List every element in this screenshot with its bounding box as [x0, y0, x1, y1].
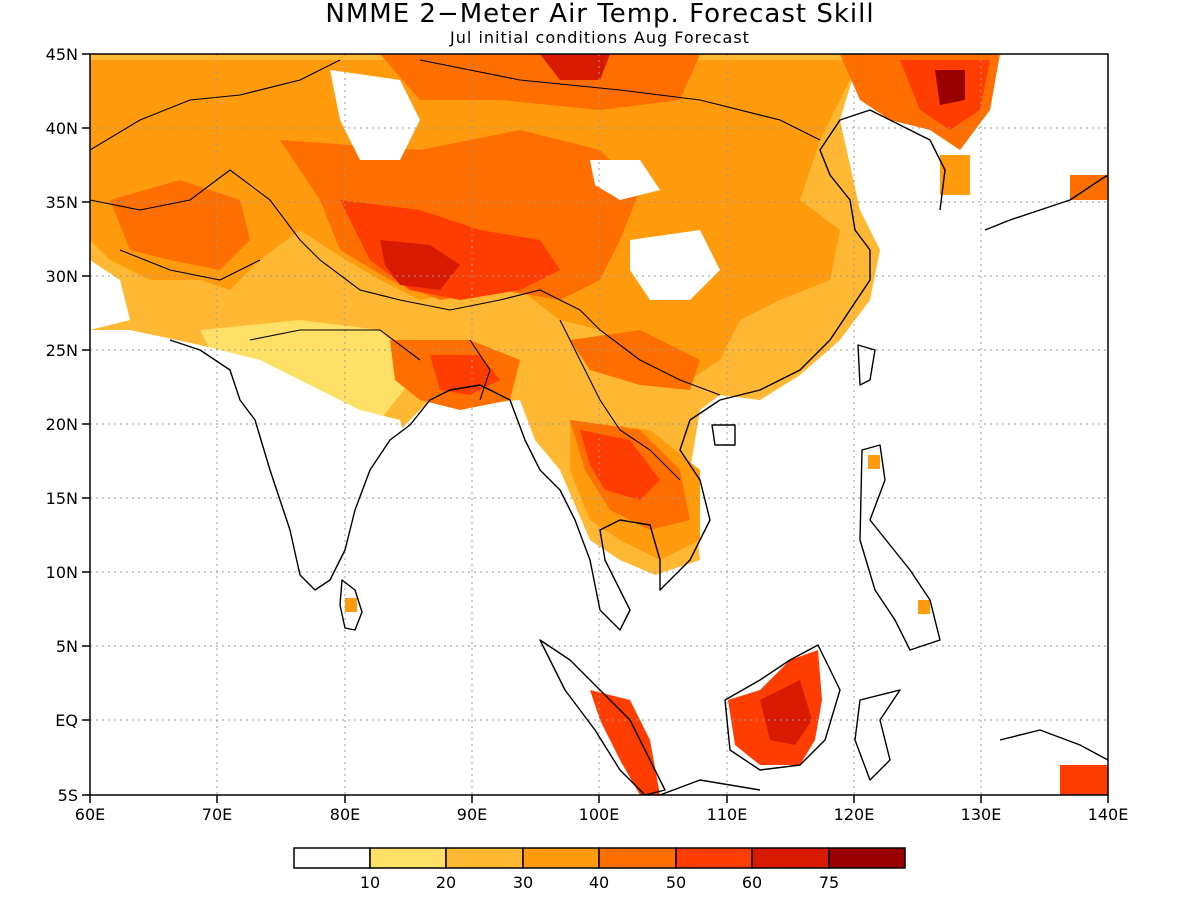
- colorbar: 10 20 30 40 50 60 75: [293, 847, 906, 892]
- lon-tick-label: 140E: [1088, 805, 1129, 824]
- skill-area-level-6-tibet: [380, 240, 460, 290]
- lat-tick-label: 10N: [46, 563, 78, 582]
- lat-tick-label: 25N: [46, 341, 78, 360]
- coastline-sulawesi: [854, 689, 901, 781]
- skill-area-level-4-southchina: [570, 330, 700, 390]
- colorbar-box-5: [675, 847, 753, 869]
- lat-tick-labels: 45N 40N 35N 30N 25N 20N 15N 10N 5N EQ 5S: [46, 45, 78, 805]
- colorbar-label: 30: [513, 873, 533, 892]
- no-skill-central-asia: [330, 70, 420, 160]
- colorbar-label: 60: [742, 873, 762, 892]
- coastline-srilanka: [339, 579, 363, 631]
- skill-area-newguinea: [1060, 765, 1108, 795]
- coastline-japan: [984, 174, 1108, 231]
- lon-tick-label: 80E: [330, 805, 360, 824]
- lon-tick-label: 100E: [579, 805, 620, 824]
- lon-tick-label: 60E: [75, 805, 105, 824]
- skill-area-level-5-bangladesh: [430, 355, 500, 395]
- lat-tick-label: 5N: [56, 637, 78, 656]
- lon-tick-label: 110E: [707, 805, 748, 824]
- no-skill-west: [90, 260, 130, 330]
- coastline-newguinea: [999, 729, 1108, 761]
- no-skill-china-mid: [590, 160, 660, 200]
- colorbar-box-3: [522, 847, 600, 869]
- lat-tick-label: 5S: [58, 786, 78, 805]
- skill-area-luzon: [868, 455, 880, 469]
- colorbar-box-2: [445, 847, 524, 869]
- colorbar-box-1: [369, 847, 447, 869]
- colorbar-box-6: [751, 847, 830, 869]
- lon-tick-labels: 60E 70E 80E 90E 100E 110E 120E 130E 140E: [75, 805, 1129, 824]
- lat-tick-label: 20N: [46, 415, 78, 434]
- graticule: [90, 54, 1108, 795]
- skill-area-level-5-indochina: [580, 430, 660, 500]
- map-title: NMME 2−Meter Air Temp. Forecast Skill: [325, 0, 875, 29]
- colorbar-label: 50: [666, 873, 686, 892]
- skill-area-borneo-core: [760, 680, 812, 745]
- skill-area-level-1: [200, 320, 420, 420]
- colorbar-label: 75: [819, 873, 839, 892]
- lon-tick-label: 120E: [834, 805, 875, 824]
- colorbar-box-7: [828, 847, 906, 869]
- lat-tick-label: 15N: [46, 489, 78, 508]
- lat-tick-label: 45N: [46, 45, 78, 64]
- coastline-philippines: [859, 444, 941, 651]
- coastline-hainan: [711, 424, 736, 446]
- coastline-java: [659, 779, 761, 795]
- coastline-sumatra: [539, 639, 666, 795]
- lon-tick-label: 90E: [457, 805, 487, 824]
- colorbar-box-4: [598, 847, 677, 869]
- axis-tick-marks: [82, 53, 1109, 803]
- country-borders: [90, 59, 821, 481]
- lon-tick-label: 70E: [202, 805, 232, 824]
- skill-area-srilanka: [345, 598, 357, 612]
- colorbar-label: 10: [360, 873, 380, 892]
- colorbar-label: 20: [436, 873, 456, 892]
- coastline-china: [719, 109, 946, 401]
- skill-area-level-6-northeast: [935, 70, 965, 105]
- lon-tick-label: 130E: [961, 805, 1002, 824]
- coastline-taiwan: [857, 344, 876, 386]
- coastlines: [90, 59, 1108, 795]
- coastline-indochina: [449, 384, 721, 631]
- no-skill-india: [90, 345, 410, 610]
- coastline-india: [169, 339, 451, 591]
- colorbar-box-0: [293, 847, 371, 869]
- skill-area-level-6-north: [540, 54, 610, 80]
- map-subtitle: Jul initial conditions Aug Forecast: [450, 28, 750, 47]
- skill-area-mindanao: [918, 600, 930, 614]
- lat-tick-label: 40N: [46, 119, 78, 138]
- no-skill-china-east: [630, 230, 720, 300]
- lat-tick-label: 35N: [46, 193, 78, 212]
- lat-tick-label: 30N: [46, 267, 78, 286]
- skill-area-sumatra: [590, 690, 660, 795]
- lat-tick-label: EQ: [55, 711, 78, 730]
- coastline-borneo: [724, 644, 841, 771]
- colorbar-label: 40: [589, 873, 609, 892]
